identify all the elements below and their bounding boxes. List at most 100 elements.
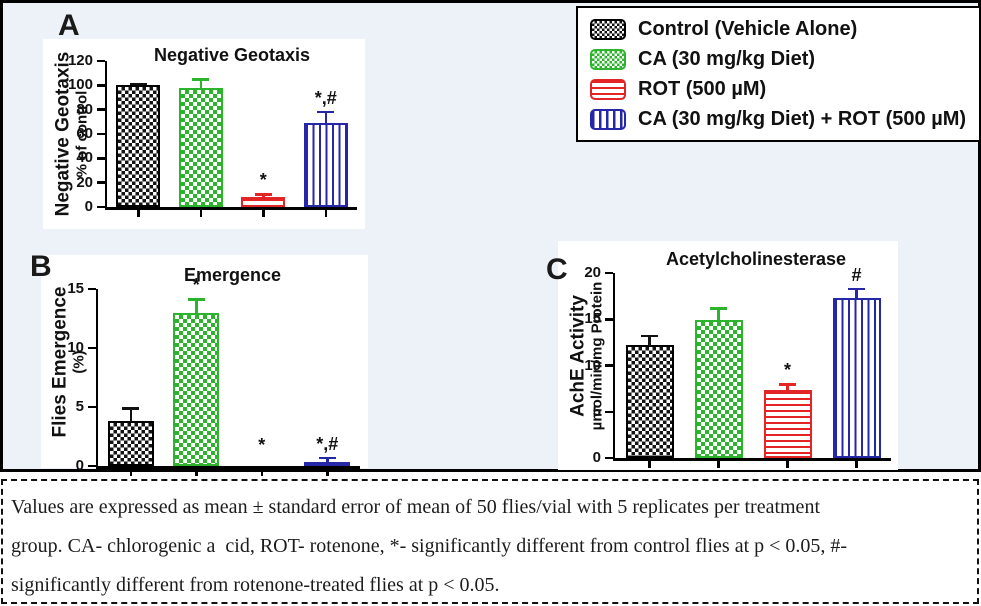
error-bar-cap (317, 110, 335, 114)
error-bar-cap (254, 193, 272, 196)
x-tick (262, 209, 265, 217)
y-tick-label: 20 (76, 173, 93, 191)
x-axis-line (95, 466, 360, 469)
chart-title: Acetylcholinesterase (665, 249, 847, 269)
error-bar-stem (717, 307, 720, 322)
figure-caption: Values are expressed as mean ± standard … (1, 479, 979, 604)
bar-ca (178, 87, 223, 207)
y-tick-label: 10 (584, 356, 601, 374)
blue-stripe-swatch-icon (590, 108, 626, 130)
y-tick-label: 5 (592, 402, 601, 420)
y-tick (604, 456, 613, 460)
legend-label: CA (30 mg/kg Diet) + ROT (500 µM) (638, 107, 967, 130)
chart-negative-geotaxis: Negative Geotaxis Negative Geotaxis % of… (43, 39, 365, 229)
error-bar-stem (199, 78, 202, 89)
y-axis-line (612, 273, 615, 458)
y-tick (87, 405, 96, 409)
x-tick (786, 460, 789, 468)
y-tick-label: 0 (84, 198, 93, 215)
error-bar-cap (641, 334, 658, 338)
bar-ca (173, 312, 220, 466)
y-tick-label: 20 (584, 264, 601, 281)
y-tick (87, 346, 96, 350)
legend-item-control: Control (Vehicle Alone) (590, 18, 979, 41)
y-tick (96, 181, 105, 184)
y-tick (604, 364, 613, 367)
y-tick-label: 40 (76, 149, 93, 167)
y-tick (96, 157, 105, 160)
bar-ca-rot (303, 123, 348, 207)
error-bar-stem (262, 193, 265, 199)
chart-title: Negative Geotaxis (153, 45, 311, 65)
error-bar-stem (326, 456, 329, 463)
error-bar-stem (786, 383, 789, 391)
x-tick (324, 209, 327, 217)
y-tick-label: 0 (592, 449, 601, 466)
y-tick-label: 0 (75, 457, 84, 474)
y-tick (87, 464, 96, 468)
y-tick-label: 100 (67, 76, 93, 94)
error-bar-stem (129, 407, 132, 423)
significance-marker: * (258, 435, 266, 455)
figure-panel: A B C Negative Geotaxis Negative Geotaxi… (0, 0, 981, 476)
error-bar-cap (848, 287, 865, 291)
y-axis-line (104, 61, 107, 207)
green-checker-swatch-icon (590, 48, 626, 70)
plot-area: 0 5 10 15 20 * # (584, 264, 891, 468)
legend-item-ca: CA (30 mg/kg Diet) (590, 48, 979, 71)
x-tick (855, 460, 858, 468)
chart-acetylcholinesterase: Acetylcholinesterase AchE Activity µmol/… (558, 241, 898, 470)
y-tick-label: 60 (76, 125, 93, 142)
error-bar-stem (324, 110, 327, 125)
bar-ca-rot (832, 297, 881, 458)
bar-control (116, 85, 161, 207)
bar-rot (763, 389, 812, 458)
significance-marker: * (259, 170, 267, 191)
panel-label-c: C (546, 253, 568, 286)
y-tick (96, 205, 105, 209)
significance-marker: * (192, 275, 200, 296)
legend-label: Control (Vehicle Alone) (638, 17, 858, 40)
significance-marker: * (783, 360, 791, 381)
error-bar-stem (855, 287, 858, 299)
y-tick-label: 15 (584, 310, 601, 328)
error-bar-cap (779, 383, 796, 386)
error-bar-stem (648, 334, 651, 347)
chart-emergence: Emergence Flies Emergence (%) 0 5 10 15 * * *,… (41, 255, 368, 476)
caption-line-2: group. CA- chlorogenic a cid, ROT- roten… (11, 535, 848, 557)
y-tick (96, 108, 105, 111)
error-bar-cap (187, 298, 205, 301)
panel-label-b: B (30, 250, 52, 283)
error-bar-cap (710, 307, 727, 310)
x-tick (195, 468, 198, 476)
y-tick (96, 132, 105, 136)
y-tick (96, 59, 105, 63)
bar-rot (241, 197, 286, 207)
plot-area: 0 5 10 15 * * *,# (67, 276, 360, 476)
caption-line-3: significantly different from rotenone-tr… (11, 574, 500, 596)
caption-line-1: Values are expressed as mean ± standard … (11, 496, 820, 518)
y-tick-label: 120 (67, 52, 93, 69)
y-tick (96, 84, 105, 87)
chart-title: Emergence (183, 265, 282, 285)
x-tick (137, 209, 140, 217)
y-tick-label: 80 (76, 100, 93, 118)
x-tick (129, 468, 132, 476)
significance-marker: # (851, 264, 862, 285)
bar-ca (694, 320, 743, 458)
x-tick (199, 209, 202, 217)
y-tick-label: 10 (67, 339, 84, 356)
black-checker-swatch-icon (590, 18, 626, 40)
panel-label-a: A (58, 9, 80, 42)
legend-item-rot: ROT (500 µM) (590, 78, 979, 101)
y-tick (604, 318, 613, 321)
significance-marker: *,# (314, 87, 337, 108)
red-stripe-swatch-icon (590, 78, 626, 100)
x-axis-line (104, 207, 357, 210)
bar-control (107, 421, 154, 466)
y-tick-label: 5 (75, 398, 84, 415)
legend-label: CA (30 mg/kg Diet) (638, 47, 816, 70)
bar-ca-rot (304, 461, 351, 466)
y-tick (604, 271, 613, 275)
